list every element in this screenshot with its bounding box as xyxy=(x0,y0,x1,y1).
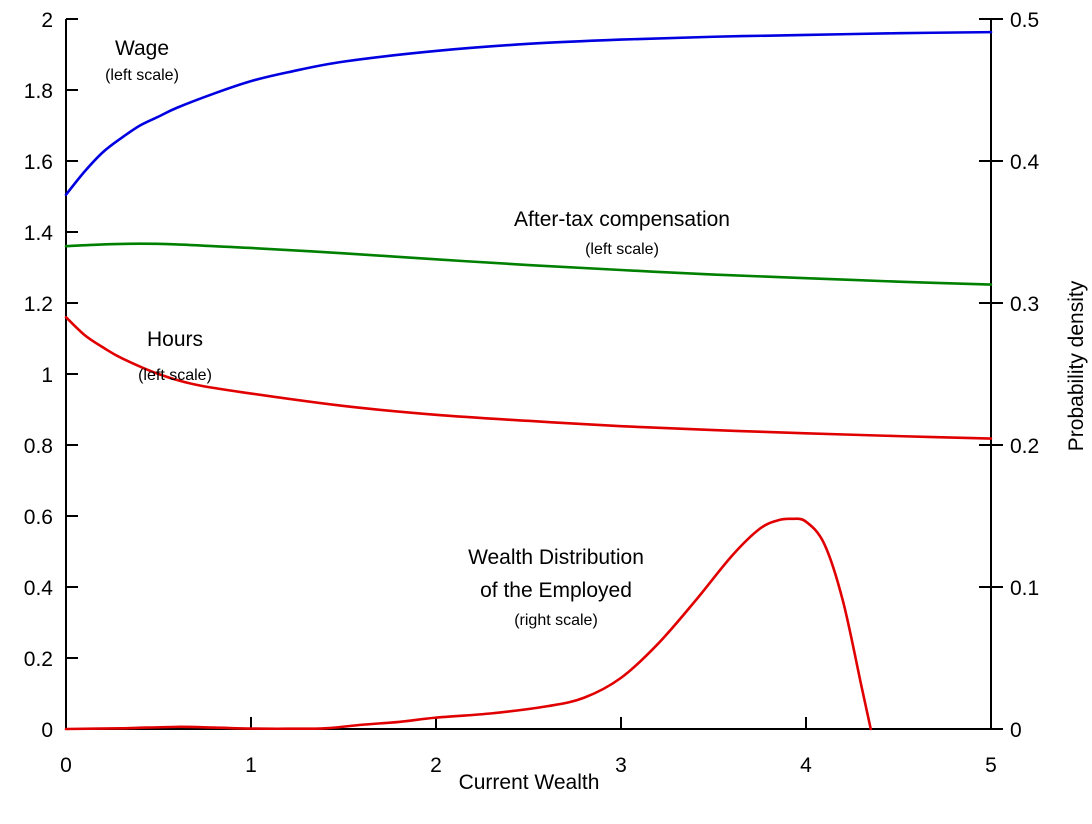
after-tax-compensation-scale-note: (left scale) xyxy=(585,241,659,258)
annotations: Wage (left scale) After-tax compensation… xyxy=(105,37,730,629)
y-left-tick-label: 0.8 xyxy=(24,435,53,458)
x-tick-label: 3 xyxy=(615,754,627,777)
x-tick-label: 5 xyxy=(985,754,997,777)
x-axis-title: Current Wealth xyxy=(459,771,600,794)
hours-label: Hours xyxy=(147,328,203,351)
y-left-tick-label: 0 xyxy=(41,719,53,742)
y-left-tick-label: 0.2 xyxy=(24,648,53,671)
y-left-tick-label: 1 xyxy=(41,364,53,387)
after-tax-compensation-label: After-tax compensation xyxy=(514,208,730,231)
y-right-tick-label: 0.2 xyxy=(1010,435,1039,458)
hours-scale-note: (left scale) xyxy=(138,367,212,384)
wage-line xyxy=(64,30,993,197)
after-tax-compensation-line xyxy=(64,242,993,286)
y-right-tick-label: 0 xyxy=(1010,719,1022,742)
wealth-distribution-line xyxy=(64,517,873,731)
y-left-tick-label: 0.4 xyxy=(24,577,54,600)
y-right-tick-label: 0.3 xyxy=(1010,293,1039,316)
wealth-distribution-scale-note: (right scale) xyxy=(514,612,598,629)
y-left-tick-label: 1.2 xyxy=(24,293,53,316)
y-left-tick-label: 0.6 xyxy=(24,506,53,529)
y-left-tick-label: 2 xyxy=(41,9,53,32)
y-left-tick-label: 1.8 xyxy=(24,80,53,103)
x-tick-label: 4 xyxy=(800,754,812,777)
wealth-distribution-label-line2: of the Employed xyxy=(480,579,632,602)
y-right-tick-label: 0.5 xyxy=(1010,9,1039,32)
wage-scale-note: (left scale) xyxy=(105,67,179,84)
y-right-axis-title: Probability density xyxy=(1065,280,1088,451)
x-tick-label: 1 xyxy=(245,754,257,777)
y-left-ticks: 0 0.2 0.4 0.6 0.8 1 1.2 1.4 1.6 1.8 2 xyxy=(24,9,78,742)
wage-label: Wage xyxy=(115,37,169,60)
y-left-tick-label: 1.6 xyxy=(24,151,53,174)
series-group xyxy=(64,30,993,731)
wealth-distribution-label: Wealth Distribution xyxy=(468,546,644,569)
y-right-tick-label: 0.1 xyxy=(1010,577,1039,600)
hours-line xyxy=(64,315,993,440)
x-tick-label: 2 xyxy=(430,754,442,777)
y-left-tick-label: 1.4 xyxy=(24,222,54,245)
x-ticks: 0 1 2 3 4 5 xyxy=(60,717,997,777)
x-tick-label: 0 xyxy=(60,754,72,777)
y-right-ticks: 0 0.1 0.2 0.3 0.4 0.5 xyxy=(979,9,1040,742)
y-right-tick-label: 0.4 xyxy=(1010,151,1040,174)
